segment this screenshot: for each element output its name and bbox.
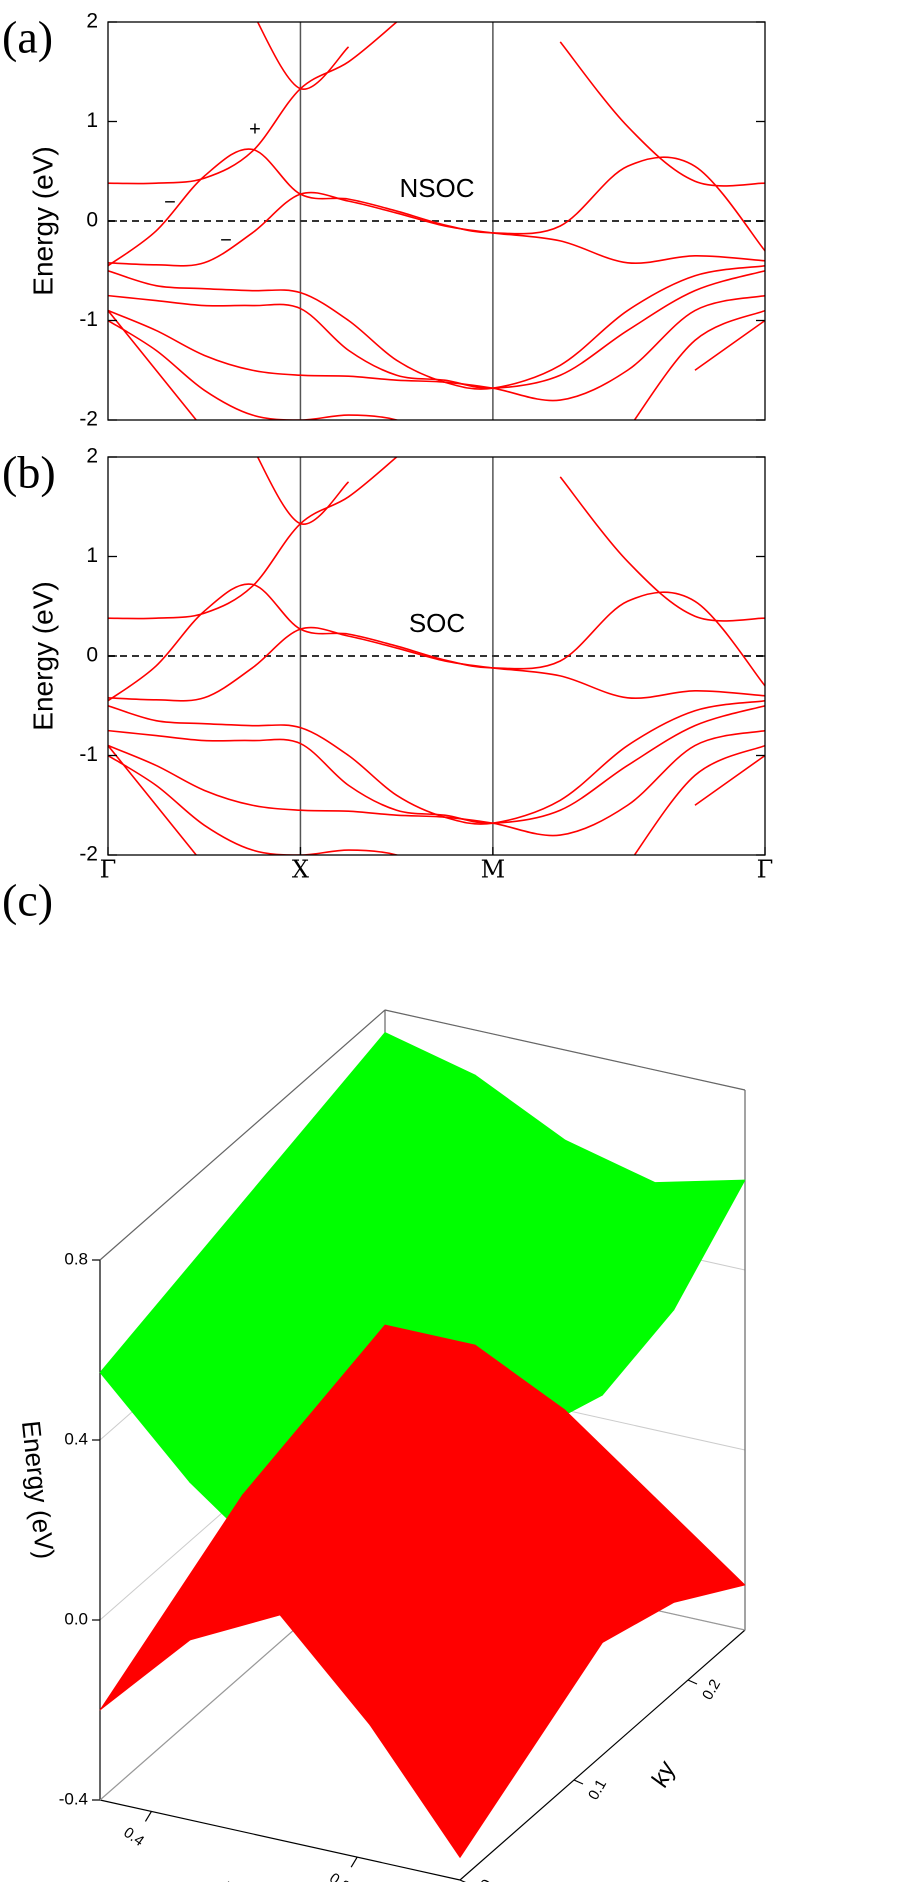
y-tick-label: 2 — [86, 10, 98, 33]
y-tick-label: 0.2 — [699, 1676, 724, 1703]
x-tick — [350, 1856, 358, 1868]
x-tick-label: Γ — [100, 856, 117, 884]
panel-label: (b) — [2, 447, 56, 498]
band-line — [108, 264, 765, 390]
z-tick-label: -0.4 — [59, 1789, 88, 1808]
z-tick-label: 0.4 — [64, 1429, 88, 1448]
axis-line — [459, 1629, 746, 1881]
x-tick-label: Γ — [757, 856, 774, 884]
y-tick-label: -2 — [79, 843, 98, 866]
band-line — [256, 457, 765, 622]
y-tick — [573, 1779, 584, 1785]
band-line — [108, 745, 765, 855]
annotation: NSOC — [399, 173, 474, 203]
band-line — [108, 457, 398, 620]
x-tick-label: X — [292, 856, 309, 884]
axis-line — [99, 1009, 386, 1261]
y-tick-label: 0 — [86, 209, 98, 232]
band-line — [108, 191, 765, 267]
band-line — [108, 294, 765, 402]
x-tick-label: M — [481, 856, 506, 884]
annotation: + — [249, 118, 261, 140]
x-tick — [144, 1811, 152, 1822]
band-line — [108, 699, 765, 825]
band-line — [108, 626, 765, 702]
y-tick-label: 2 — [86, 445, 98, 468]
band-line — [108, 22, 398, 185]
annotation: SOC — [409, 608, 465, 638]
y-tick-label: 1 — [86, 109, 98, 132]
axis-line — [99, 1799, 461, 1881]
panel-label: (a) — [2, 12, 53, 63]
y-tick-label: 0.1 — [585, 1776, 610, 1803]
y-tick-label: -1 — [79, 743, 98, 766]
band-line — [108, 269, 765, 389]
x-tick-label: 0.4 — [120, 1824, 147, 1850]
band-line — [108, 729, 765, 837]
y-tick-label: 1 — [86, 544, 98, 567]
z-axis-title: Energy (eV) — [16, 1419, 60, 1560]
axis-line — [384, 1009, 746, 1091]
y-tick-label: 0 — [86, 644, 98, 667]
x-tick-label: 0.8 — [326, 1870, 353, 1882]
y-tick — [687, 1679, 698, 1685]
y-axis-title: Energy (eV) — [27, 581, 58, 730]
y-tick-label: 0.0 — [471, 1876, 496, 1882]
z-tick-label: 0.8 — [64, 1249, 88, 1268]
annotation: − — [164, 191, 176, 213]
band-line — [108, 310, 765, 420]
surface-patch — [369, 1617, 532, 1858]
y-tick-label: -1 — [79, 308, 98, 331]
annotation: − — [220, 229, 232, 251]
band-line — [108, 583, 765, 702]
band-line — [256, 22, 765, 187]
band-line — [108, 148, 765, 267]
z-tick-label: 0.0 — [64, 1609, 88, 1628]
y-tick-label: -2 — [79, 408, 98, 431]
y-axis-title: Energy (eV) — [27, 146, 58, 295]
panel-label: (c) — [2, 875, 53, 926]
y-axis-title: ky — [646, 1756, 681, 1791]
x-axis-title: kx — [213, 1876, 248, 1882]
y-tick — [459, 1879, 466, 1882]
band-line — [108, 704, 765, 824]
